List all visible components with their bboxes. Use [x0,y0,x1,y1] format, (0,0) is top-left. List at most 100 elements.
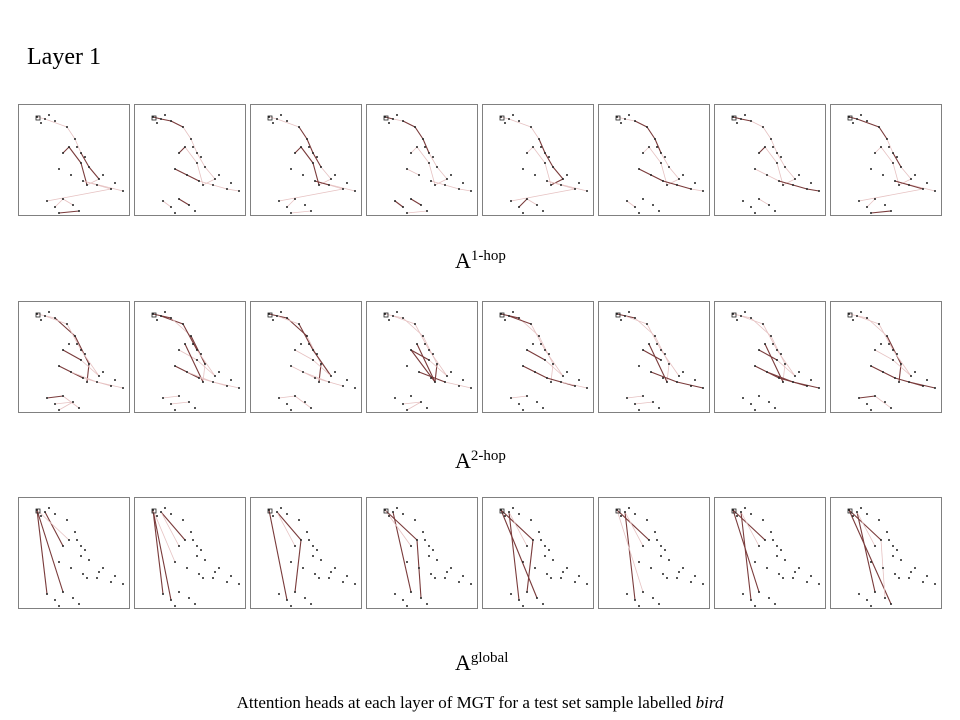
keypoint-node [668,559,670,561]
keypoint-node [908,381,910,383]
bird-sketch-graph [35,311,124,411]
keypoint-node [82,573,84,575]
keypoint-node [40,122,42,124]
keypoint-node [294,198,296,200]
attention-edge-weak [96,381,124,389]
keypoint-node [36,509,38,511]
keypoint-node [300,539,302,541]
keypoint-node [314,377,316,379]
keypoint-node [858,200,860,202]
keypoint-node [882,567,884,569]
keypoint-node [462,575,464,577]
keypoint-node [162,397,164,399]
keypoint-node [78,407,80,409]
keypoint-node [80,359,82,361]
keypoint-node [218,371,220,373]
keypoint-node [870,365,872,367]
keypoint-node [204,559,206,561]
keypoint-node [500,116,502,118]
keypoint-node [898,381,900,383]
keypoint-node [286,206,288,208]
keypoint-node [702,387,704,389]
keypoint-node [666,577,668,579]
figure-caption: Attention heads at each layer of MGT for… [0,692,960,714]
keypoint-node [620,122,622,124]
keypoint-node [648,539,650,541]
keypoint-node [886,138,888,140]
keypoint-node [420,401,422,403]
keypoint-node [196,349,198,351]
keypoint-node [736,319,738,321]
keypoint-node [306,531,308,533]
keypoint-node [182,323,184,325]
keypoint-node [628,311,630,313]
keypoint-node [190,138,192,140]
keypoint-node [70,174,72,176]
keypoint-node [226,581,228,583]
keypoint-node [634,317,636,319]
attention-edge-weak [634,401,654,405]
keypoint-node [616,313,618,315]
keypoint-node [184,146,186,148]
keypoint-node [518,599,520,601]
keypoint-node [860,311,862,313]
attention-edge-weak [616,509,644,593]
keypoint-node [818,583,820,585]
attention-edge-strong [300,146,314,164]
keypoint-node [546,377,548,379]
attention-head-panel [714,497,826,609]
keypoint-node [302,371,304,373]
keypoint-node [54,403,56,405]
keypoint-node [778,180,780,182]
attention-edge-strong [518,198,528,208]
keypoint-node [170,403,172,405]
attention-edge-weak [80,349,100,377]
keypoint-node [62,545,64,547]
keypoint-node [202,577,204,579]
keypoint-node [186,174,188,176]
keypoint-node [784,166,786,168]
attention-edge-weak [328,184,344,190]
keypoint-node [414,323,416,325]
attention-edge-strong [662,180,678,186]
row-label-global: Aglobal [455,650,508,676]
keypoint-node [58,212,60,214]
keypoint-node [268,313,270,315]
keypoint-node [40,515,42,517]
keypoint-node [896,156,898,158]
row-label-1hop: A1-hop [455,248,506,274]
keypoint-node [908,184,910,186]
keypoint-node [856,315,858,317]
keypoint-node [174,212,176,214]
keypoint-node [866,120,868,122]
attention-edge-weak [196,349,216,377]
keypoint-node [444,381,446,383]
attention-edge-strong [638,168,652,176]
keypoint-node [508,315,510,317]
keypoint-node [58,605,60,607]
keypoint-node [542,603,544,605]
attention-edge-strong [848,509,882,541]
attention-edge-strong [806,188,820,192]
keypoint-node [642,349,644,351]
keypoint-node [884,597,886,599]
keypoint-node [294,395,296,397]
keypoint-node [450,174,452,176]
keypoint-node [544,162,546,164]
keypoint-node [426,603,428,605]
keypoint-node [198,180,200,182]
attention-edge-strong [758,349,778,361]
bird-eye-mark [615,312,621,318]
attention-edge-weak [66,323,82,351]
keypoint-node [330,571,332,573]
keypoint-node [170,599,172,601]
keypoint-node [774,407,776,409]
keypoint-node [750,513,752,515]
attention-edge-strong [616,509,650,541]
keypoint-node [470,387,472,389]
keypoint-node [48,507,50,509]
attention-edge-strong [758,146,766,154]
keypoint-node [504,515,506,517]
attention-edge-weak [616,116,626,120]
keypoint-node [508,118,510,120]
